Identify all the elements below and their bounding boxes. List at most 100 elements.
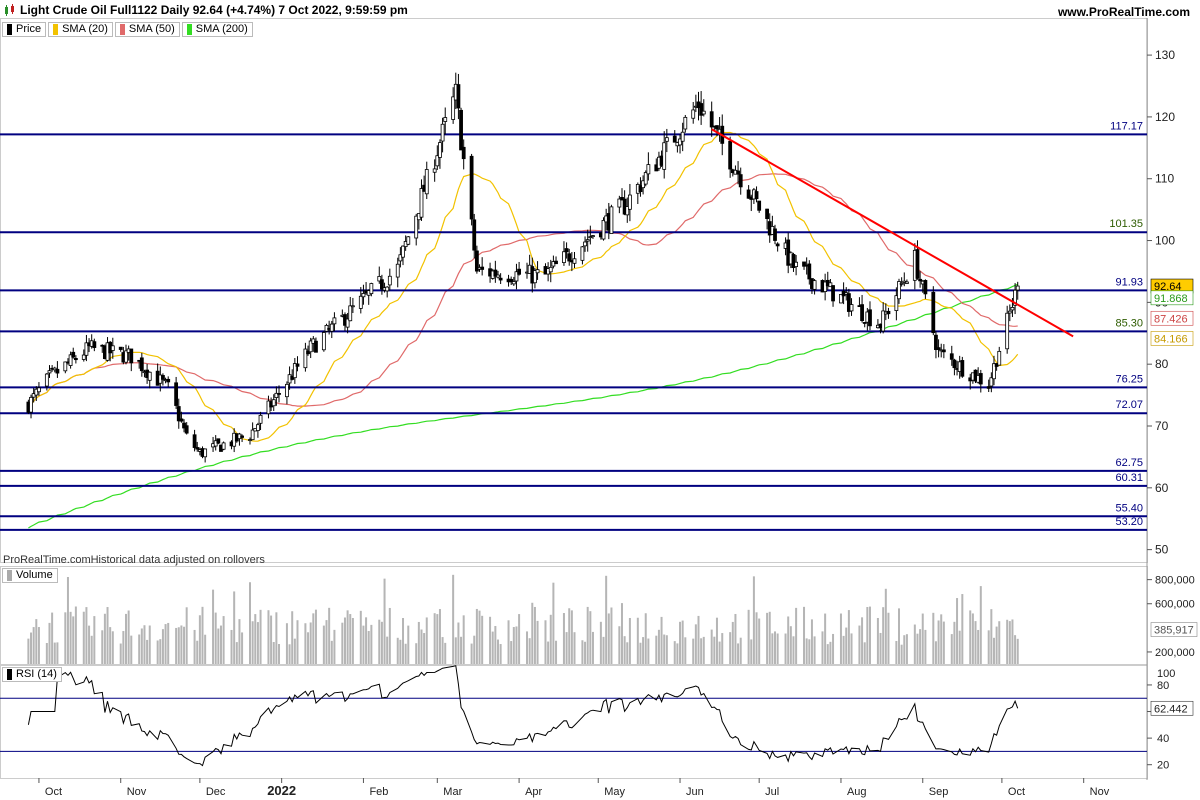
candle-body bbox=[395, 263, 400, 278]
candle-body bbox=[118, 346, 123, 350]
site-link[interactable]: www.ProRealTime.com bbox=[1057, 5, 1190, 19]
volume-bar bbox=[737, 643, 740, 664]
candle-body bbox=[628, 194, 632, 210]
candle-body bbox=[992, 363, 996, 380]
candle-body bbox=[166, 378, 171, 383]
candle-body bbox=[461, 146, 466, 160]
candle-body bbox=[997, 350, 1002, 366]
candle-body bbox=[474, 250, 479, 272]
candle-body bbox=[678, 138, 682, 146]
candle-body bbox=[794, 261, 799, 268]
volume-bar bbox=[198, 615, 201, 664]
candle-body bbox=[496, 274, 500, 278]
legend-rsi[interactable]: RSI (14) bbox=[2, 667, 62, 682]
volume-bar bbox=[847, 610, 850, 664]
legend-sma200[interactable]: SMA (200) bbox=[181, 22, 253, 37]
candle-body bbox=[216, 438, 221, 444]
volume-bar bbox=[438, 609, 441, 664]
candle-body bbox=[715, 125, 719, 130]
candle-body bbox=[617, 198, 622, 208]
volume-bar bbox=[106, 607, 109, 664]
candle-body bbox=[68, 354, 73, 366]
sma20-last-value-tag: 84.166 bbox=[1154, 333, 1188, 345]
volume-bar bbox=[570, 610, 573, 664]
sma50-last-value-tag: 87.426 bbox=[1154, 313, 1188, 325]
volume-bar bbox=[784, 633, 787, 664]
volume-bar bbox=[591, 631, 594, 664]
candle-body bbox=[583, 241, 587, 247]
candle-body bbox=[754, 191, 759, 200]
legend-sma50-label: SMA (50) bbox=[128, 23, 175, 35]
volume-bar bbox=[934, 641, 937, 664]
candle-body bbox=[380, 279, 384, 290]
volume-bar bbox=[610, 607, 613, 664]
candle-body bbox=[1005, 312, 1010, 350]
volume-bar bbox=[568, 608, 571, 664]
volume-bar bbox=[995, 626, 998, 664]
level-label: 76.25 bbox=[1115, 373, 1143, 385]
price-y-tick-label: 80 bbox=[1155, 357, 1169, 371]
volume-bar bbox=[752, 576, 755, 664]
legend-sma20[interactable]: SMA (20) bbox=[48, 22, 113, 37]
sma200-last-value-tag-box bbox=[1150, 290, 1194, 306]
volume-bar bbox=[489, 616, 492, 664]
volume-bar bbox=[987, 630, 990, 664]
volume-bar bbox=[747, 609, 750, 664]
volume-bar bbox=[238, 619, 241, 664]
volume-bar bbox=[494, 625, 497, 664]
volume-bar bbox=[367, 631, 370, 664]
candle-body bbox=[791, 254, 796, 269]
volume-bar bbox=[343, 617, 346, 664]
volume-bar bbox=[642, 637, 645, 664]
volume-bar bbox=[415, 643, 418, 664]
volume-bar bbox=[293, 638, 296, 664]
candle-body bbox=[591, 235, 595, 237]
volume-bar bbox=[51, 612, 54, 664]
candle-body bbox=[773, 228, 777, 241]
volume-bar bbox=[101, 630, 104, 664]
rsi-y-tick-label: 100 bbox=[1157, 668, 1175, 680]
legend-sma50[interactable]: SMA (50) bbox=[114, 22, 180, 37]
volume-bar bbox=[470, 643, 473, 664]
volume-bar bbox=[307, 632, 310, 664]
volume-bar bbox=[750, 639, 753, 664]
candle-body bbox=[643, 172, 648, 185]
volume-bar bbox=[681, 620, 684, 664]
volume-bar bbox=[436, 614, 439, 664]
candle-body bbox=[73, 358, 78, 361]
candle-body bbox=[285, 383, 289, 398]
candle-body bbox=[221, 442, 226, 450]
x-axis-label: Nov bbox=[127, 786, 147, 798]
volume-bar bbox=[370, 624, 373, 664]
price-y-tick-label: 70 bbox=[1155, 419, 1169, 433]
candle-body bbox=[517, 268, 521, 275]
candle-body bbox=[406, 236, 411, 245]
sma20-last-value-tag-box bbox=[1150, 331, 1194, 346]
candle-body bbox=[601, 220, 606, 240]
volume-bar bbox=[713, 636, 716, 664]
volume-bar bbox=[346, 610, 349, 664]
volume-bar bbox=[1016, 638, 1019, 664]
candle-body bbox=[514, 271, 519, 282]
volume-bar bbox=[734, 613, 737, 664]
volume-bar bbox=[961, 594, 964, 664]
volume-bar bbox=[457, 622, 460, 664]
legend-volume[interactable]: Volume bbox=[2, 568, 58, 583]
candle-body bbox=[295, 363, 300, 367]
sma20-line bbox=[27, 131, 1019, 442]
volume-bar bbox=[399, 639, 402, 664]
legend-price[interactable]: Price bbox=[2, 22, 47, 37]
volume-bar bbox=[111, 631, 114, 664]
candle-body bbox=[941, 349, 946, 353]
volume-bar bbox=[795, 607, 798, 664]
volume-bar bbox=[143, 625, 146, 664]
candle-body bbox=[348, 305, 353, 322]
candle-body bbox=[728, 140, 733, 170]
candle-body bbox=[250, 429, 255, 441]
candle-body bbox=[609, 206, 614, 234]
volume-swatch-icon bbox=[7, 570, 12, 581]
candle-body bbox=[1007, 310, 1012, 314]
volume-bar bbox=[700, 638, 703, 664]
volume-bar bbox=[309, 622, 312, 664]
